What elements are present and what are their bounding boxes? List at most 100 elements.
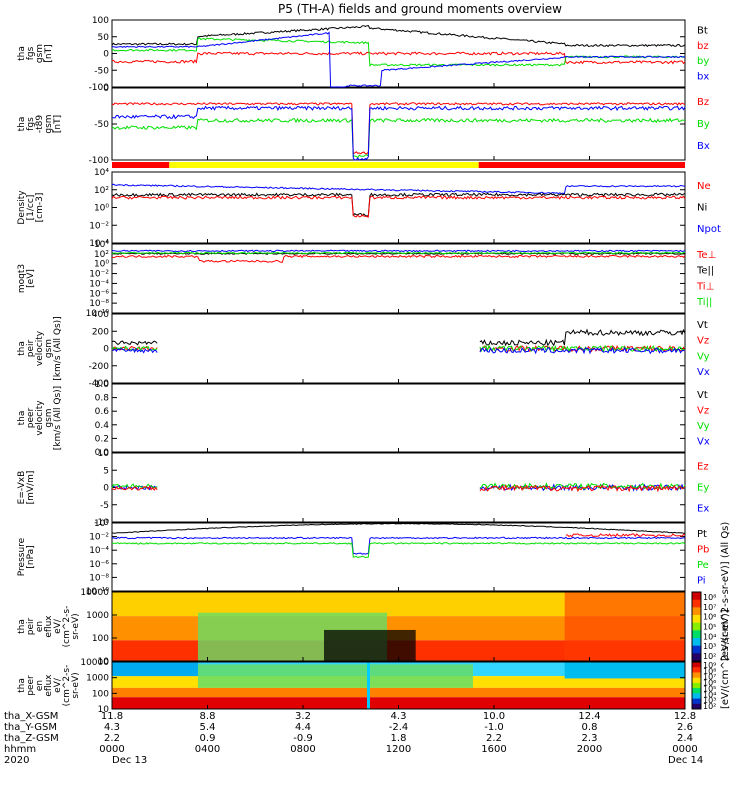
x-tick-value: 2.2 [104,733,120,744]
y-tick-label: -400 [89,379,110,389]
panel-pressure: 10⁰ 10⁻² 10⁻⁴ 10⁻⁶ 10⁻⁸ 10⁻¹⁰ Pressure [nPa] Pt P… [17,519,709,597]
panel-frame [111,383,686,453]
colorbar-tick-label: 10³ [703,642,716,651]
legend-entry: Ti⊥ [696,281,714,292]
y-axis-label-line: [km/s (All Qs)] [53,316,63,380]
x-tick-value: 5.4 [200,722,216,733]
y-tick-label: 10⁻¹⁰ [86,587,110,597]
y-tick-label: 10⁻⁸ [89,299,109,309]
y-axis-label-line: eV/ [53,677,63,693]
trace-vt-b [479,328,686,347]
y-tick-label: 400 [92,310,109,320]
y-axis-label-line: moqt3 [17,264,27,293]
x-tick-value: 12.8 [674,711,696,722]
region-segment [169,162,479,168]
y-tick-label: 10⁴ [94,240,109,250]
y-axis-label-line: gsm [35,44,45,63]
y-axis-label-line: gsm [44,339,54,358]
legend-entry: Pb [697,544,709,555]
plot-title: P5 (TH-A) fields and ground moments over… [278,2,562,16]
panel-density: 10⁴ 10² 10⁰ 10⁻² 10⁻⁴ Density [1/cc] [cm-3] Ne Ni… [17,168,721,249]
x-row-label-2: tha_Z-GSM [4,733,59,744]
x-tick-value: 0800 [290,744,315,755]
y-tick-label: 1.0 [95,380,110,390]
trace-pe [111,541,686,559]
colorbar-tick-label: 10² [703,702,716,711]
x-row-label-0: tha_X-GSM [4,711,58,722]
colorbar-step-5 [692,630,701,639]
colorbar-step-3 [692,615,701,624]
colorbar-step-5 [692,688,701,694]
legend-entry: Pi [697,575,706,586]
x-axis-values: 11.84.32.200008.85.40.904003.24.4-0.9080… [99,83,698,755]
y-tick-label: 10⁻² [89,221,109,231]
legend-entry: by [697,56,709,67]
y-axis-label-line: [nPa] [26,545,36,568]
y-tick-label: 0 [103,484,109,494]
legend-entry: Ne [697,181,711,192]
y-axis-label-line: peer [26,675,36,696]
y-tick-label: 10 [98,705,110,715]
x-tick-value: 2.2 [486,733,502,744]
trace-pb [565,533,686,538]
trace-by [111,37,686,68]
colorbar-tick-label: 10⁷ [703,673,716,682]
colorbar-step-3 [692,677,701,684]
y-axis-label-line: eflux [44,674,54,697]
trace-te-perp [111,254,686,263]
trace-vt-a [111,340,158,346]
trace-bz [111,51,686,65]
colorbar-step-1 [692,599,701,608]
y-tick-label: 0 [103,50,109,60]
y-tick-label: 100 [92,16,109,26]
y-tick-label: -10 [94,518,109,528]
y-tick-label: 10⁻² [89,533,109,543]
x-date-end: Dec 14 [668,755,703,766]
colorbar-step-6 [692,638,701,647]
legend-entry: Vt [697,390,708,401]
y-axis-label-line: tha [17,678,27,693]
y-axis-label-line: E=-VxB [17,471,27,505]
trace-ez-b [479,484,686,493]
legend-entry: Te|| [696,266,714,277]
x-tick-value: 12.4 [578,711,600,722]
x-row-label-1: tha_Y-GSM [4,722,57,733]
y-axis-label-line: tha [17,619,27,634]
spectrogram-band-2 [112,687,685,698]
y-tick-label: 10⁻⁴ [89,546,109,556]
legend-entry: Bz [697,97,709,108]
x-tick-value: 3.2 [295,711,311,722]
legend-entry: Ni [697,203,707,214]
x-tick-value: 2000 [577,744,602,755]
spectrogram-high-flux [564,592,685,661]
legend-entry: Ex [697,504,709,515]
trace-bx-t89 [111,105,686,161]
region-segment [112,162,170,168]
y-axis-label-line: en [35,680,45,691]
trace-bx [111,31,686,88]
legend-entry: Vz [697,336,709,347]
trace-by-t89 [111,117,686,159]
y-axis-label-line: velocity [35,330,45,366]
y-axis-label-line: tha [17,411,27,426]
colorbar-step-6 [692,693,701,700]
y-axis-label-line: sr-eV) [71,613,81,639]
x-tick-value: -0.9 [293,733,313,744]
colorbar-step-2 [692,672,701,679]
panel-frame [111,313,686,384]
y-tick-label: 10² [94,186,109,196]
y-axis-label-line: Pressure [17,537,27,576]
y-tick-label: 100 [92,634,109,644]
y-axis-label-line: -t89 [35,115,45,134]
legend-entry: Ez [697,462,709,473]
colorbar-tick-label: 10⁶ [703,679,716,688]
y-tick-label: 10⁻⁴ [89,239,109,249]
y-axis-label-line: eV/ [53,618,63,634]
y-tick-label: 10⁰ [94,260,109,270]
legend-entry: Vx [697,367,710,378]
y-axis-label-line: tha [17,117,27,132]
y-tick-label: 10⁴ [94,168,109,178]
